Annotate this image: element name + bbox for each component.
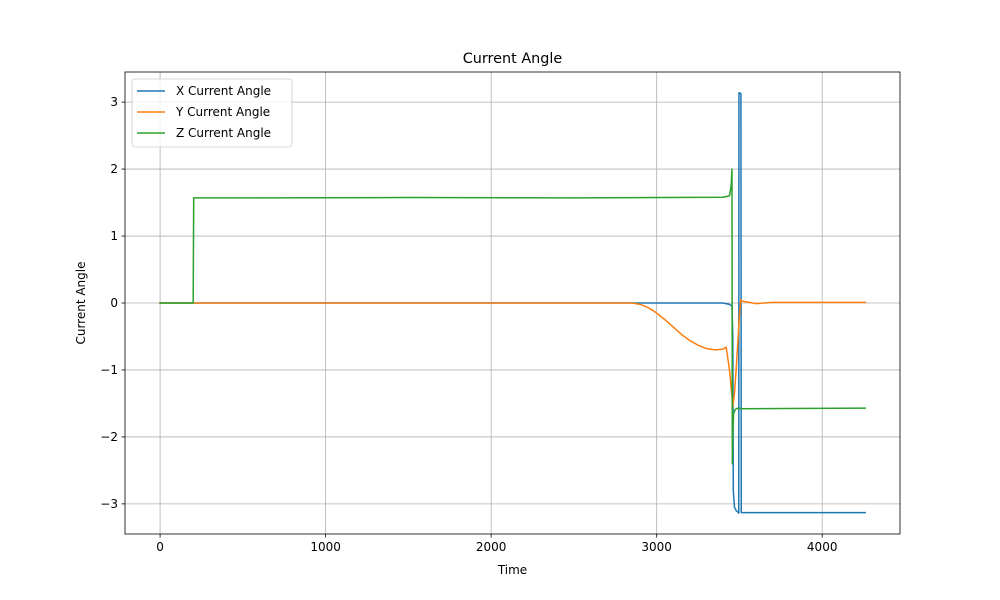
series-line-3 — [159, 168, 866, 465]
legend-label-2: Y Current Angle — [175, 105, 270, 119]
x-tick-label: 4000 — [807, 540, 838, 554]
x-axis-label: Time — [497, 563, 527, 577]
x-tick-label: 2000 — [476, 540, 507, 554]
y-tick-label: −3 — [100, 497, 118, 511]
x-tick-label: 0 — [156, 540, 164, 554]
x-tick-label: 1000 — [310, 540, 341, 554]
legend-box — [131, 78, 293, 148]
y-tick-label: 0 — [110, 296, 118, 310]
y-tick-label: −2 — [100, 430, 118, 444]
y-tick-label: 3 — [110, 95, 118, 109]
legend: X Current Angle Y Current Angle Z Current … — [131, 78, 293, 148]
chart-title: Current Angle — [463, 51, 563, 67]
series-line-1 — [159, 92, 866, 514]
y-tick-label: −1 — [100, 363, 118, 377]
legend-label-3: Z Current Angle — [176, 126, 271, 140]
y-tick-label: 1 — [110, 229, 118, 243]
axis-ticks: 0 1000 2000 3000 4000 3 2 1 0 −1 −2 −3 — [100, 95, 837, 554]
series-lines — [159, 92, 866, 514]
legend-label-1: X Current Angle — [176, 84, 271, 98]
y-axis-label: Current Angle — [74, 261, 88, 344]
x-tick-label: 3000 — [641, 540, 672, 554]
y-tick-label: 2 — [110, 162, 118, 176]
series-line-2 — [159, 298, 866, 408]
